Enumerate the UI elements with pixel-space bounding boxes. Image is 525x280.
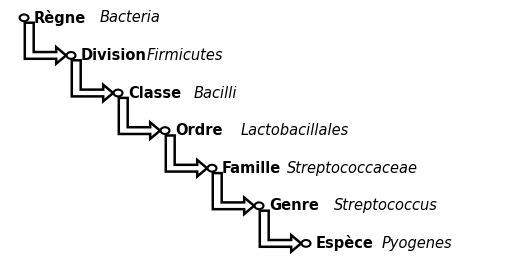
Text: Pyogenes: Pyogenes bbox=[381, 236, 452, 251]
Text: Règne: Règne bbox=[34, 10, 86, 26]
Polygon shape bbox=[260, 211, 301, 252]
Text: Famille: Famille bbox=[222, 161, 281, 176]
Circle shape bbox=[301, 240, 310, 247]
Text: Division: Division bbox=[81, 48, 147, 63]
Circle shape bbox=[113, 90, 122, 96]
Text: Bacteria: Bacteria bbox=[99, 10, 160, 25]
Circle shape bbox=[19, 15, 28, 21]
Polygon shape bbox=[72, 60, 113, 101]
Text: Streptococcaceae: Streptococcaceae bbox=[287, 161, 418, 176]
Polygon shape bbox=[119, 98, 160, 139]
Polygon shape bbox=[166, 136, 207, 176]
Polygon shape bbox=[213, 173, 254, 214]
Text: Espèce: Espèce bbox=[316, 235, 374, 251]
Text: Bacilli: Bacilli bbox=[193, 85, 237, 101]
Text: Streptococcus: Streptococcus bbox=[334, 198, 438, 213]
Circle shape bbox=[161, 127, 170, 134]
Polygon shape bbox=[25, 23, 66, 64]
Text: Genre: Genre bbox=[269, 198, 319, 213]
Text: Firmicutes: Firmicutes bbox=[146, 48, 223, 63]
Circle shape bbox=[255, 202, 264, 209]
Text: Ordre: Ordre bbox=[175, 123, 223, 138]
Circle shape bbox=[207, 165, 216, 172]
Circle shape bbox=[67, 52, 76, 59]
Text: Classe: Classe bbox=[128, 85, 181, 101]
Text: Lactobacillales: Lactobacillales bbox=[240, 123, 349, 138]
